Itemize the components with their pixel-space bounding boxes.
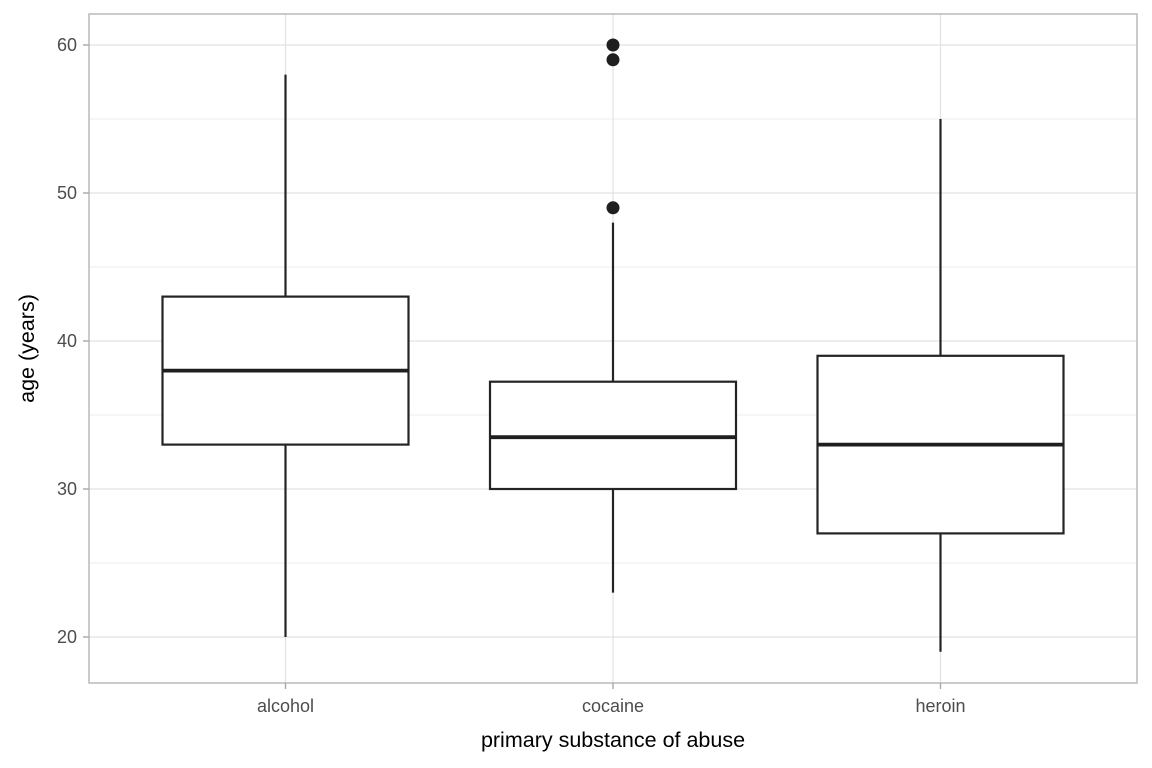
- axis-ticks: [83, 44, 942, 689]
- outlier-point: [606, 53, 620, 67]
- x-tick-label: cocaine: [582, 696, 644, 716]
- y-tick-label: 60: [57, 35, 77, 55]
- y-axis-title: age (years): [15, 294, 39, 403]
- x-tick-label: alcohol: [257, 696, 314, 716]
- y-tick-label: 40: [57, 331, 77, 351]
- box-alcohol: [161, 74, 410, 637]
- x-tick-label: heroin: [915, 696, 965, 716]
- y-tick-label: 20: [57, 627, 77, 647]
- x-axis-title: primary substance of abuse: [481, 728, 745, 752]
- y-tick-label: 50: [57, 183, 77, 203]
- y-tick-label: 30: [57, 479, 77, 499]
- box-heroin: [816, 119, 1065, 652]
- box-cocaine: [488, 38, 738, 593]
- outlier-point: [606, 201, 620, 215]
- outlier-point: [606, 38, 620, 52]
